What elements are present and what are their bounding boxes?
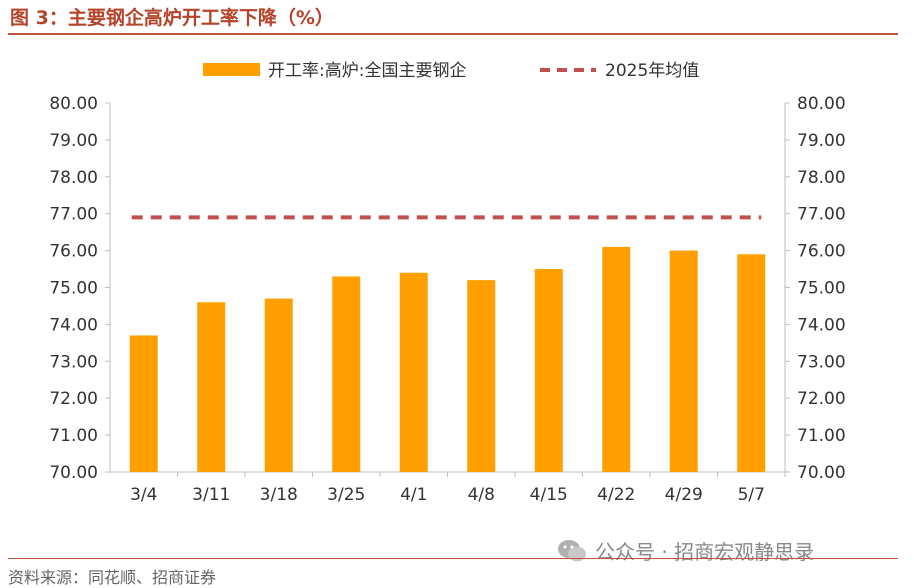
title-divider <box>8 33 898 35</box>
y-tick-label: 80.00 <box>49 94 98 114</box>
y-tick-label: 77.00 <box>49 205 98 225</box>
watermark: 公众号 · 招商宏观静思录 <box>557 536 814 565</box>
y2-tick-label: 76.00 <box>797 242 846 262</box>
bar <box>602 246 631 472</box>
y2-tick-label: 72.00 <box>797 389 846 409</box>
source-note: 资料来源：同花顺、招商证券 <box>8 568 217 587</box>
legend-label-bar: 开工率:高炉:全国主要钢企 <box>268 61 466 81</box>
bar <box>737 254 766 472</box>
x-tick-label: 4/1 <box>400 485 427 505</box>
bar <box>264 298 293 472</box>
source-divider <box>8 558 898 559</box>
bar <box>399 272 428 472</box>
bar <box>197 302 226 472</box>
plot-area: 70.00 70.00 71.00 71.00 72.00 72.00 73.00 73.00… <box>49 94 845 505</box>
y2-tick-label: 75.00 <box>797 279 846 299</box>
figure-title: 图 3：主要钢企高炉开工率下降（%） <box>10 7 334 29</box>
y-tick-label: 75.00 <box>49 279 98 299</box>
bar <box>129 335 158 472</box>
bar <box>669 250 698 472</box>
y-tick-label: 79.00 <box>49 131 98 151</box>
y-tick-label: 72.00 <box>49 389 98 409</box>
watermark-text: 公众号 · 招商宏观静思录 <box>595 540 815 564</box>
bar <box>534 269 563 472</box>
y2-tick-label: 77.00 <box>797 205 846 225</box>
x-tick-label: 3/11 <box>192 485 230 505</box>
x-tick-label: 3/4 <box>130 485 157 505</box>
wechat-icon <box>558 539 586 561</box>
x-tick-label: 5/7 <box>738 485 765 505</box>
y2-tick-label: 79.00 <box>797 131 846 151</box>
y2-tick-label: 73.00 <box>797 352 846 372</box>
y-tick-label: 71.00 <box>49 426 98 446</box>
y-tick-label: 70.00 <box>49 463 98 483</box>
x-tick-label: 3/18 <box>260 485 298 505</box>
chart-legend: 开工率:高炉:全国主要钢企 2025年均值 <box>203 61 699 81</box>
bar <box>467 280 496 472</box>
x-tick-label: 4/8 <box>468 485 495 505</box>
bar <box>332 276 361 472</box>
x-tick-label: 4/22 <box>597 485 635 505</box>
y2-tick-label: 70.00 <box>797 463 846 483</box>
y2-tick-label: 78.00 <box>797 168 846 188</box>
legend-swatch-bar <box>203 63 260 76</box>
y-tick-label: 76.00 <box>49 242 98 262</box>
x-tick-label: 4/15 <box>530 485 568 505</box>
y-tick-label: 78.00 <box>49 168 98 188</box>
x-tick-label: 3/25 <box>327 485 365 505</box>
x-tick-label: 4/29 <box>665 485 703 505</box>
legend-label-avg: 2025年均值 <box>605 61 699 81</box>
y2-tick-label: 71.00 <box>797 426 846 446</box>
y2-tick-label: 80.00 <box>797 94 846 114</box>
y-tick-label: 74.00 <box>49 315 98 335</box>
y2-tick-label: 74.00 <box>797 315 846 335</box>
y-tick-label: 73.00 <box>49 352 98 372</box>
